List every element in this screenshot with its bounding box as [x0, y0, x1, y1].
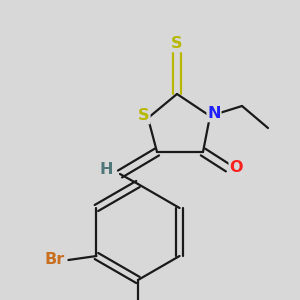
Text: S: S [138, 109, 150, 124]
Text: N: N [207, 106, 221, 122]
Text: Br: Br [44, 253, 64, 268]
Text: H: H [99, 163, 113, 178]
Text: S: S [171, 37, 183, 52]
Text: O: O [229, 160, 243, 175]
